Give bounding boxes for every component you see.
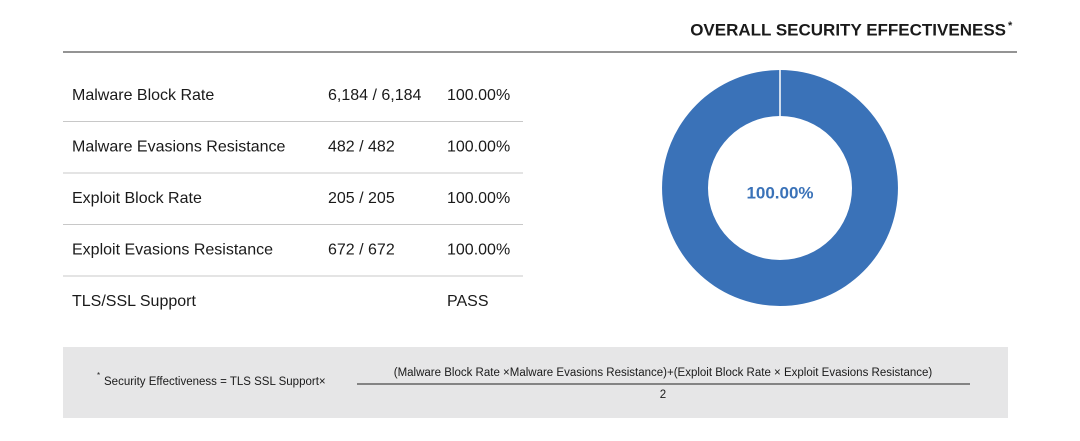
row-rate: 100.00% [447, 190, 510, 207]
footnote-box [63, 347, 1008, 418]
donut-chart: 100.00% [662, 69, 898, 306]
row-count: 205 / 205 [328, 190, 395, 207]
title: OVERALL SECURITY EFFECTIVENESS [690, 20, 1006, 39]
row-rate: 100.00% [447, 139, 510, 156]
row-rate: PASS [447, 293, 489, 310]
row-label: Malware Block Rate [72, 87, 214, 104]
donut-segment [662, 70, 898, 306]
table: Malware Block Rate 6,184 / 6,184 100.00% Ma… [63, 87, 523, 310]
footnote-lhs: Security Effectiveness = TLS SSL Support… [104, 376, 326, 388]
row-label: Exploit Evasions Resistance [72, 242, 273, 259]
row-rate: 100.00% [447, 87, 510, 104]
row-label: TLS/SSL Support [72, 293, 196, 310]
row-label: Malware Evasions Resistance [72, 139, 286, 156]
footnote-denominator: 2 [660, 389, 666, 401]
title-mark: * [1008, 20, 1013, 32]
row-label: Exploit Block Rate [72, 190, 202, 207]
row-count: 6,184 / 6,184 [328, 87, 422, 104]
row-rate: 100.00% [447, 242, 510, 259]
footnote-mark: * [97, 371, 100, 380]
footnote-numerator: (Malware Block Rate ×Malware Evasions Re… [394, 367, 933, 379]
donut-label: 100.00% [746, 183, 813, 202]
row-count: 672 / 672 [328, 242, 395, 259]
row-count: 482 / 482 [328, 139, 395, 156]
